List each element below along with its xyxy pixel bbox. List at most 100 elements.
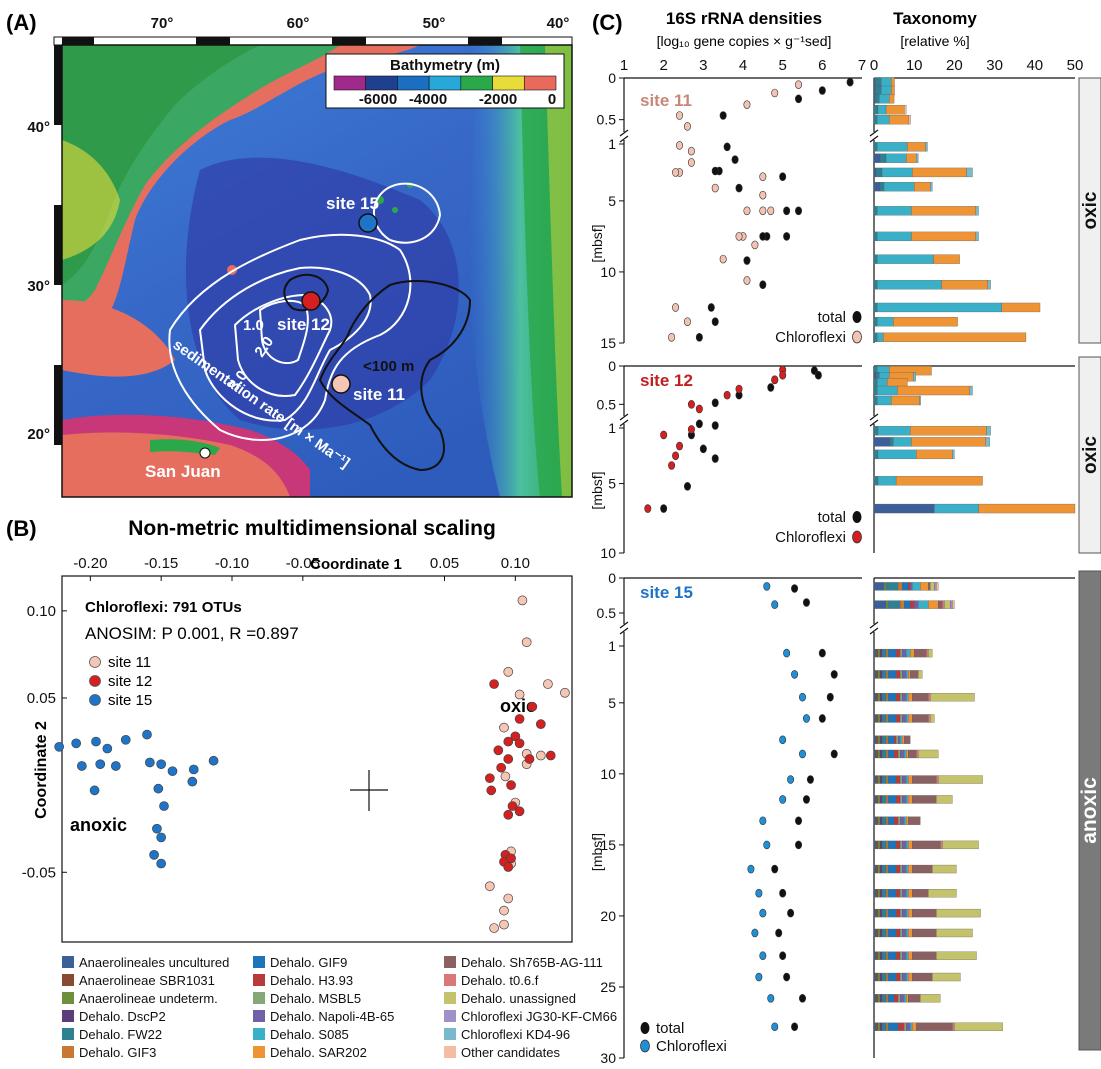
redox-band	[1078, 77, 1101, 344]
taxonomy-bar-segment	[899, 775, 903, 784]
site-12-label: site 12	[277, 315, 330, 334]
bathy-tick: -2000	[479, 91, 517, 108]
taxonomy-bar-segment	[908, 994, 921, 1003]
taxonomy-bar-segment	[875, 167, 883, 178]
taxonomy-bar-segment	[938, 775, 983, 784]
taxonomy-bar-segment	[908, 115, 911, 125]
taxonomy-bar-segment	[908, 692, 913, 702]
taxonomy-bar-segment	[877, 908, 881, 918]
taxonomy-bar-segment	[875, 889, 879, 898]
taxonomy-bar-segment	[885, 951, 889, 960]
taxonomy-legend-label: Anaerolineae SBR1031	[79, 973, 215, 988]
taxonomy-legend-swatch	[253, 1028, 265, 1040]
taxonomy-bar-segment	[879, 94, 890, 104]
taxonomy-bar-segment	[879, 951, 883, 960]
map-frame-ticks	[53, 36, 573, 445]
taxonomy-bar-segment	[887, 889, 897, 898]
nmds-point	[489, 923, 499, 933]
depth-tick-label: 5	[608, 695, 616, 711]
taxonomy-bar-segment	[906, 714, 909, 723]
taxonomy-bar-segment	[873, 908, 877, 918]
taxonomy-bar-segment	[877, 889, 881, 898]
taxonomy-bar-segment	[899, 795, 903, 804]
depth-tick-label: 1	[608, 420, 616, 436]
taxonomy-bar-segment	[873, 735, 877, 744]
density-point	[783, 206, 791, 216]
taxonomy-bar-segment	[877, 928, 881, 938]
taxonomy-bar-segment	[897, 816, 901, 825]
taxonomy-bar-segment	[899, 994, 905, 1003]
depth-tick-label: 25	[600, 979, 616, 995]
taxonomy-bar-segment	[895, 795, 901, 804]
lon-tick: 50°	[423, 15, 446, 32]
taxonomy-bar-segment	[873, 600, 887, 609]
panel-a: (A)	[6, 10, 573, 498]
taxonomy-bar-segment	[897, 1022, 905, 1031]
density-point	[783, 232, 791, 241]
taxonomy-bar-segment	[913, 372, 916, 382]
taxonomy-bar-segment	[912, 1022, 917, 1031]
taxonomy-bar-segment	[906, 692, 909, 702]
density-tick-label: 7	[858, 57, 866, 74]
taxonomy-bar-segment	[873, 115, 878, 125]
taxonomy-bar-segment	[893, 749, 899, 759]
taxonomy-bar-segment	[930, 181, 933, 192]
taxonomy-bar-segment	[889, 94, 895, 104]
taxonomy-bar-segment	[873, 840, 877, 850]
taxonomy-bar-segment	[910, 582, 913, 591]
taxonomy-bar-segment	[906, 795, 909, 804]
taxonomy-bar-segment	[912, 928, 937, 938]
taxonomy-bar-segment	[873, 181, 881, 192]
taxonomy-bar-segment	[928, 648, 933, 658]
taxonomy-bar-segment	[942, 840, 979, 850]
taxonomy-bar-segment	[906, 908, 909, 918]
taxonomy-bar-segment	[899, 864, 903, 874]
taxonomy-bar-segment	[883, 582, 887, 591]
nmds-point	[153, 783, 164, 794]
lon-tick: 60°	[287, 15, 310, 32]
density-point	[795, 816, 803, 826]
taxonomy-bar-segment	[897, 994, 901, 1003]
density-point	[711, 183, 719, 193]
taxonomy-bar-segment	[916, 749, 919, 759]
taxonomy-legend-label: Dehalo. MSBL5	[270, 991, 361, 1006]
density-point	[787, 775, 795, 784]
taxonomy-bar-segment	[936, 908, 981, 918]
taxonomy-bar-segment	[873, 437, 891, 447]
taxonomy-bar-segment	[901, 795, 907, 804]
taxonomy-bar-segment	[881, 648, 887, 658]
taxonomy-bar-segment	[887, 648, 897, 658]
taxonomy-bar-segment	[879, 908, 883, 918]
taxonomy-bar-segment	[920, 582, 929, 591]
taxonomy-bar-segment	[875, 864, 879, 874]
density-point	[759, 816, 767, 826]
nmds-point	[71, 738, 82, 749]
density-point	[791, 670, 799, 679]
taxonomy-bar-segment	[952, 449, 955, 460]
bathymetry-map	[62, 45, 572, 497]
taxonomy-bar-segment	[881, 908, 887, 918]
density-point	[683, 317, 691, 326]
taxonomy-bar-segment	[904, 735, 911, 744]
taxonomy-bar-segment	[904, 749, 907, 759]
taxonomy-legend-swatch	[444, 1010, 456, 1022]
taxonomy-bar-segment	[877, 795, 881, 804]
density-point	[795, 206, 803, 216]
taxonomy-bar-segment	[877, 840, 881, 850]
taxonomy-bar-segment	[908, 775, 913, 784]
taxonomy-bar-segment	[873, 254, 878, 264]
taxonomy-bar-segment	[911, 231, 976, 242]
taxonomy-bar-segment	[932, 864, 957, 874]
panel-c: (C) 16S rRNA densities [log₁₀ gene copie…	[589, 9, 1101, 1066]
density-point	[802, 598, 810, 607]
taxonomy-legend-label: Dehalo. t0.6.f	[461, 973, 539, 988]
taxonomy-bar-segment	[918, 600, 929, 609]
taxonomy-bar-segment	[899, 714, 903, 723]
taxonomy-bar-segment	[881, 840, 887, 850]
density-legend-chloroflexi: Chloroflexi	[775, 329, 846, 346]
taxonomy-bar-segment	[906, 928, 909, 938]
depth-tick-label: 5	[608, 476, 616, 492]
taxonomy-bar-segment	[883, 332, 1027, 342]
taxonomy-bar-segment	[930, 714, 935, 723]
taxonomy-bar-segment	[908, 951, 913, 960]
